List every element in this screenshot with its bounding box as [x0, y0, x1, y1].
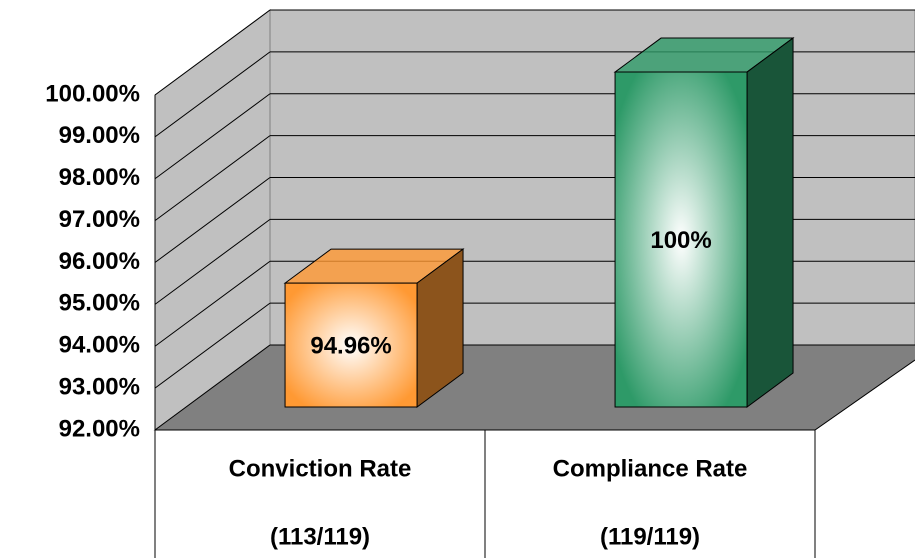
y-tick-label: 92.00% — [59, 415, 140, 442]
grid-line — [154, 218, 271, 305]
value-label: 94.96% — [310, 332, 391, 359]
x-tick-sublabel: (119/119) — [600, 523, 700, 550]
grid-line — [154, 51, 271, 138]
grid-line — [154, 93, 271, 180]
grid-line — [154, 260, 271, 347]
floor-edge — [814, 359, 915, 431]
x-tick-label: Conviction Rate — [229, 455, 412, 482]
x-tick-sublabel: (113/119) — [270, 523, 370, 550]
y-tick-label: 97.00% — [59, 206, 140, 233]
value-label: 100% — [650, 227, 711, 254]
y-tick-label: 95.00% — [59, 290, 140, 317]
bar-front — [284, 282, 418, 408]
y-tick-label: 96.00% — [59, 248, 140, 275]
y-tick-label: 94.00% — [59, 332, 140, 359]
y-tick-label: 93.00% — [59, 373, 140, 400]
bar — [283, 248, 465, 409]
grid-line — [154, 9, 271, 96]
x-tick-label: Compliance Rate — [553, 455, 748, 482]
grid-line — [154, 177, 271, 263]
y-tick-label: 99.00% — [59, 122, 140, 149]
grid-line — [154, 344, 271, 431]
grid-line — [154, 135, 271, 222]
floor — [153, 344, 915, 431]
y-tick-label: 100.00% — [45, 80, 140, 107]
grid-line — [154, 302, 271, 389]
bar-front — [614, 71, 748, 408]
y-tick-label: 98.00% — [59, 164, 140, 191]
bar-side — [746, 37, 794, 409]
bar — [613, 37, 795, 409]
